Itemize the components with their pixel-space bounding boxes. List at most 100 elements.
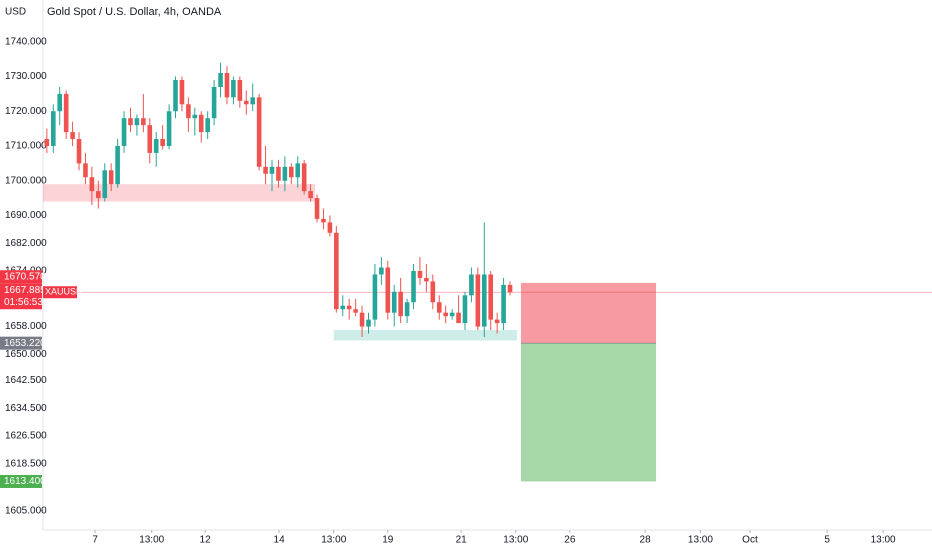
candle-body [263,166,268,174]
candle-body [102,170,108,199]
candle-body [63,93,69,133]
candle-body [153,139,159,153]
candle-body [289,166,294,178]
candle-body [211,86,217,119]
risk-box [520,282,657,344]
candle-body [436,302,442,313]
candle-body [449,312,455,317]
y-tick-label: 1740.000 [5,36,47,47]
candle-body [224,73,230,98]
candle-body [198,114,204,133]
x-tick-label: 13:00 [139,535,164,546]
candle-body [108,170,114,185]
x-tick-label: 13:00 [503,535,528,546]
candle-body [481,274,487,327]
candle-body [282,166,288,181]
price-label-box [0,474,42,488]
candle-body [443,312,448,317]
x-tick-label: 14 [274,535,286,546]
candle-body [353,309,358,313]
candle-body [166,111,172,146]
candle-body [366,319,371,327]
y-tick-label: 1658.000 [5,321,47,332]
x-tick-label: 13:00 [688,535,713,546]
y-tick-label: 1710.000 [5,141,47,152]
y-tick-label: 1682.000 [5,238,47,249]
candle-body [321,218,326,223]
y-tick-label: 1730.000 [5,71,47,82]
candle-body [308,191,313,199]
candle-body [134,118,140,126]
candle-body [147,125,153,153]
candle-body [475,274,481,327]
candle-body [192,114,198,119]
x-tick-label: 5 [824,535,830,546]
y-tick-label: 1618.500 [5,458,47,469]
candle-body [391,291,397,313]
candle-body [276,166,281,181]
candle-body [50,111,56,146]
price-label: 1667.885 [4,285,46,296]
countdown: 01:56:53 [4,297,43,308]
zone [43,184,316,202]
candle-body [89,177,95,192]
price-label-box [0,336,42,350]
candle-body [456,312,461,324]
candle-body [430,281,436,303]
candle-body [237,79,243,101]
candle-body [346,305,352,310]
candle-body [462,295,468,324]
candle-body [243,100,249,105]
candle-body [327,222,333,233]
candle-body [417,271,423,278]
reward-box [520,343,657,482]
candle-body [379,267,384,275]
candle-body [250,97,256,105]
candle-body [334,232,339,310]
x-tick-label: 26 [564,535,576,546]
symbol-label: XAUUSD [45,287,83,297]
x-tick-label: 13:00 [321,535,346,546]
candle-body [231,79,236,98]
candle-body [404,302,410,317]
y-tick-label: 1605.000 [5,505,47,516]
candle-body [173,79,178,112]
y-tick-label: 1700.000 [5,175,47,186]
candle-body [301,163,307,192]
candle-body [96,191,101,199]
candle-body [411,271,416,303]
chart-title: Gold Spot / U.S. Dollar, 4h, OANDA [47,6,222,18]
candle-body [205,118,210,133]
candle-body [83,163,88,178]
x-tick-label: 7 [92,535,98,546]
candle-body [141,118,146,126]
x-tick-label: 13:00 [871,535,896,546]
price-label: 1653.220 [4,338,46,349]
price-label: 1670.570 [4,271,46,282]
symbol-tag [43,286,77,299]
price-label-box [0,270,42,284]
candle-body [488,274,494,320]
x-tick-label: 28 [640,535,652,546]
price-label: 1613.400 [4,476,46,487]
candle-body [269,166,275,174]
candle-body [121,118,127,146]
x-tick-label: 12 [200,535,212,546]
x-tick-label: 21 [456,535,468,546]
candle-body [44,139,50,146]
candle-body [295,163,301,178]
y-tick-label: 1626.500 [5,431,47,442]
candle-body [218,73,223,87]
candle-body [359,312,365,327]
candle-body [160,139,165,146]
candle-body [314,198,320,219]
candle-body [340,305,346,310]
y-tick-label: 1690.000 [5,210,47,221]
candle-body [70,132,75,140]
candle-body [398,291,403,317]
candle-body [385,267,391,313]
y-tick-label: 1642.500 [5,375,47,386]
candle-body [256,97,262,167]
